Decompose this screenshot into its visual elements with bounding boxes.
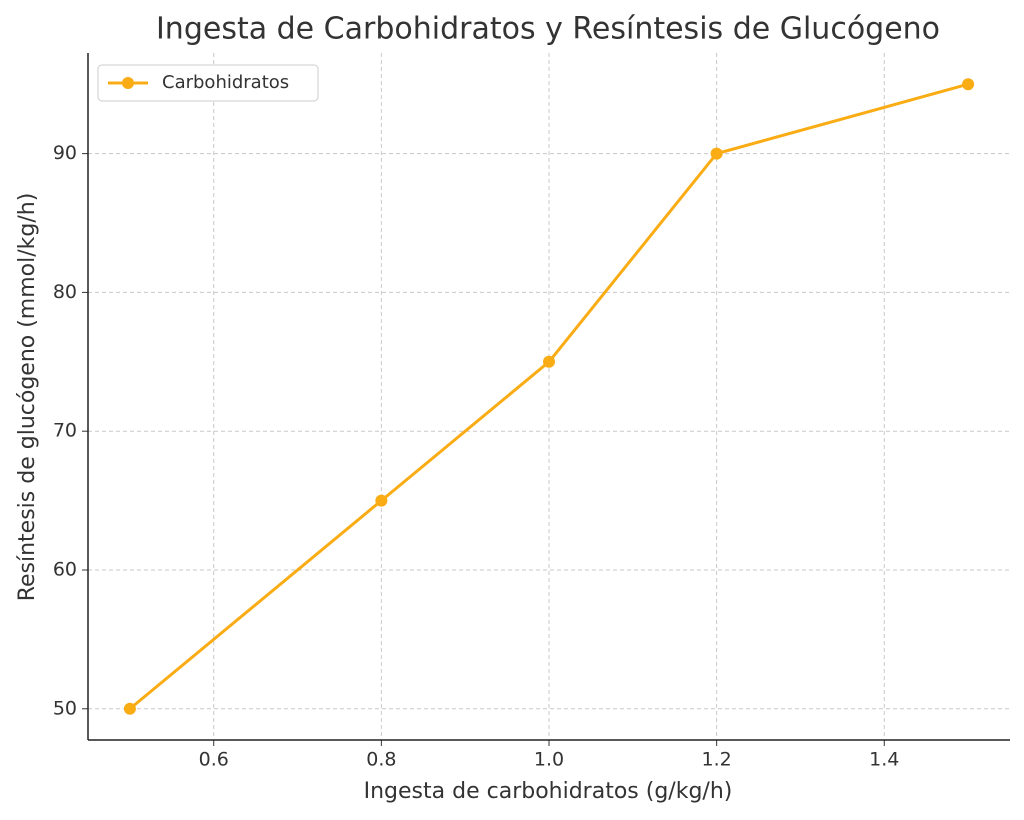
x-axis-label: Ingesta de carbohidratos (g/kg/h) (364, 779, 733, 804)
x-tick-label: 0.6 (199, 749, 229, 771)
x-tick-label: 0.8 (366, 749, 396, 771)
data-point (543, 355, 555, 368)
data-point (710, 147, 723, 160)
legend-marker (122, 77, 134, 89)
x-tick-label: 1.2 (702, 749, 732, 771)
data-point (962, 78, 975, 91)
y-tick-label: 50 (53, 697, 77, 719)
legend-label: Carbohidratos (162, 72, 289, 93)
chart-title: Ingesta de Carbohidratos y Resíntesis de… (156, 12, 940, 47)
x-tick-label: 1.0 (534, 749, 564, 771)
y-axis-label: Resíntesis de glucógeno (mmol/kg/h) (15, 193, 40, 602)
y-tick-label: 60 (53, 558, 77, 580)
data-point (123, 702, 136, 715)
data-point (375, 494, 388, 507)
legend-box (97, 64, 319, 102)
y-tick-label: 90 (53, 142, 77, 164)
x-tick-label: 1.4 (869, 749, 899, 771)
y-tick-label: 70 (53, 420, 77, 442)
y-tick-label: 80 (53, 281, 77, 303)
